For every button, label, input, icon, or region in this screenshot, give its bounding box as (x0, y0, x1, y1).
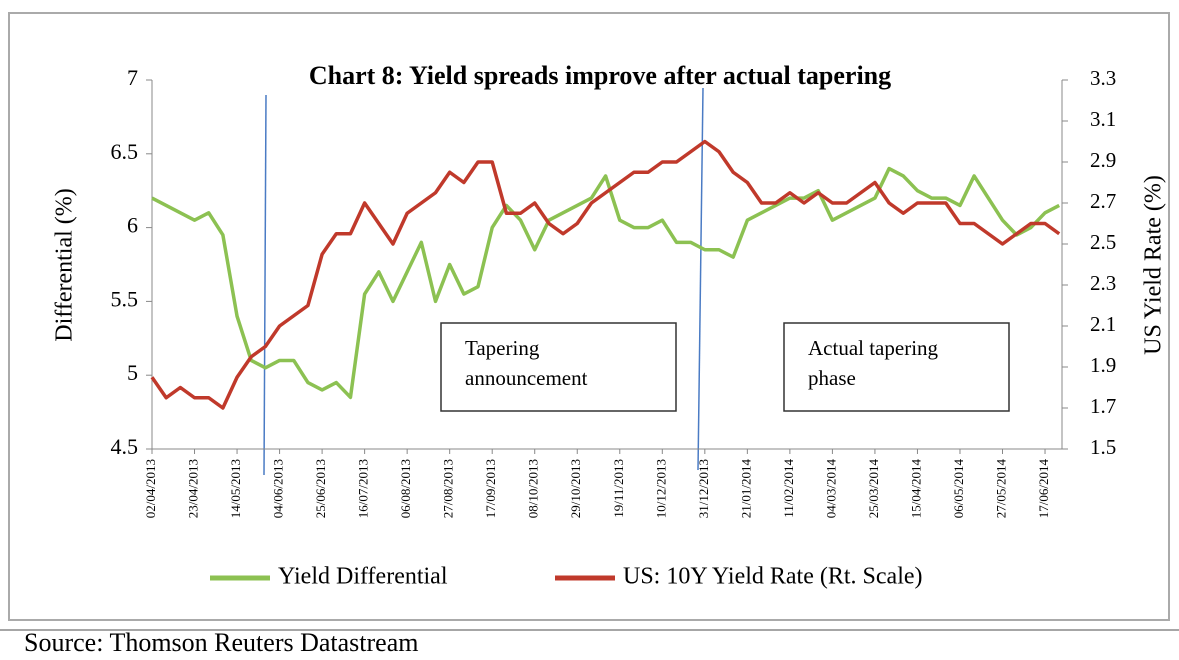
annotation-text: Actual tapering (808, 336, 939, 360)
y2-tick-label: 1.9 (1090, 353, 1116, 377)
annotation-text: Tapering (465, 336, 540, 360)
annotation-box (440, 322, 677, 412)
legend-label: Yield Differential (278, 564, 448, 590)
y-tick-label: 5 (127, 360, 138, 385)
x-tick-label: 17/06/2014 (1036, 459, 1051, 519)
annotation-box (783, 322, 1010, 412)
y2-tick-label: 1.7 (1090, 394, 1116, 418)
x-tick-label: 25/06/2013 (313, 459, 328, 518)
annotation-text: announcement (465, 366, 588, 390)
x-tick-label: 31/12/2013 (696, 459, 711, 518)
x-tick-label: 15/04/2014 (908, 459, 923, 519)
x-tick-label: 14/05/2013 (228, 459, 243, 518)
x-tick-label: 23/04/2013 (186, 459, 201, 518)
x-tick-label: 06/08/2013 (398, 459, 413, 518)
x-tick-label: 10/12/2013 (653, 459, 668, 518)
x-tick-label: 04/03/2014 (823, 459, 838, 519)
x-tick-label: 27/05/2014 (993, 459, 1008, 519)
frame (8, 12, 1170, 621)
y2-tick-label: 3.1 (1090, 107, 1116, 131)
x-tick-label: 29/10/2013 (568, 459, 583, 518)
series-line (151, 166, 1061, 400)
y-tick-label: 5.5 (111, 286, 139, 311)
y-tick-label: 6 (127, 213, 138, 238)
y2-axis-label: US Yield Rate (%) (1141, 175, 1167, 355)
x-tick-label: 19/11/2013 (611, 459, 626, 518)
series-line (150, 139, 1061, 410)
chart-title: Chart 8: Yield spreads improve after act… (309, 61, 891, 90)
x-tick-label: 21/01/2014 (738, 459, 753, 519)
y2-tick-label: 3.3 (1090, 66, 1116, 90)
y2-tick-label: 2.5 (1090, 230, 1116, 254)
x-tick-label: 16/07/2013 (356, 459, 371, 518)
x-tick-label: 02/04/2013 (143, 459, 158, 518)
x-tick-label: 25/03/2014 (866, 459, 881, 519)
y2-tick-label: 2.3 (1090, 271, 1116, 295)
source: Source: Thomson Reuters Datastream (24, 628, 418, 657)
y2-tick-label: 1.5 (1090, 435, 1116, 459)
x-tick-label: 08/10/2013 (526, 459, 541, 518)
y2-tick-label: 2.1 (1090, 312, 1116, 336)
y-tick-label: 7 (127, 65, 138, 90)
legend-label: US: 10Y Yield Rate (Rt. Scale) (623, 564, 923, 590)
y-tick-label: 4.5 (111, 434, 139, 459)
event-line (263, 94, 267, 476)
y2-tick-label: 2.7 (1090, 189, 1116, 213)
annotation-text: phase (808, 366, 856, 390)
event-line (697, 87, 704, 471)
y-tick-label: 6.5 (111, 139, 139, 164)
x-tick-label: 17/09/2013 (483, 459, 498, 518)
y-axis-label: Differential (%) (52, 188, 78, 341)
y2-tick-label: 2.9 (1090, 148, 1116, 172)
x-tick-label: 11/02/2014 (781, 459, 796, 518)
x-tick-label: 27/08/2013 (441, 459, 456, 518)
x-tick-label: 06/05/2014 (951, 459, 966, 519)
x-tick-label: 04/06/2013 (271, 459, 286, 518)
